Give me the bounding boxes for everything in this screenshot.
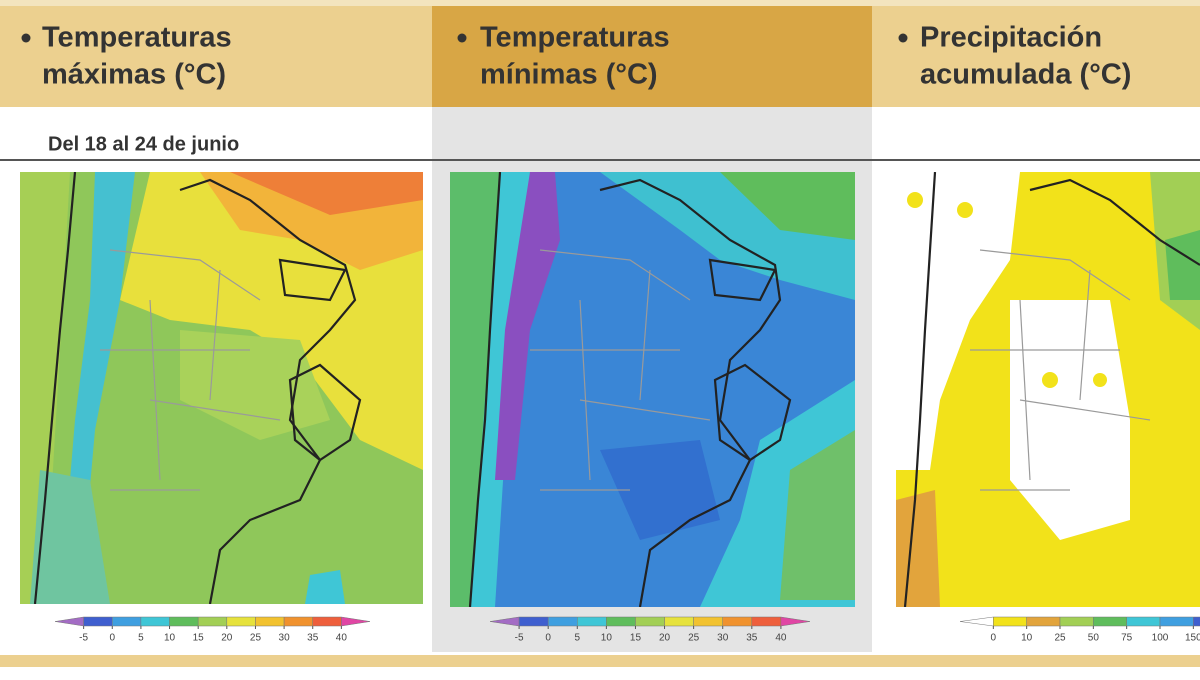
colorbar-segment: [664, 616, 694, 627]
panel-title: Precipitación: [920, 22, 1102, 54]
colorbar-tick-label: 30: [717, 633, 729, 644]
panel-title: Temperaturas: [480, 22, 670, 54]
colorbar-segment: [312, 616, 342, 627]
colorbar-tick-label: 10: [601, 633, 613, 644]
colorbar-tick-label: -5: [515, 633, 524, 644]
colorbar-segment: [112, 616, 142, 627]
colorbar-segment: [1126, 616, 1161, 627]
colorbar-segment: [1193, 616, 1200, 627]
colorbar-tick-label: 35: [746, 633, 758, 644]
colorbar-segment: [83, 616, 113, 627]
colorbar-tick-label: 20: [659, 633, 671, 644]
colorbar-segment: [1093, 616, 1127, 627]
colorbar-tick-label: 15: [630, 633, 642, 644]
date-range: Del 18 al 24 de junio: [48, 133, 239, 155]
colorbar-tick-label: 5: [138, 633, 144, 644]
colorbar-segment: [197, 616, 228, 627]
colorbar-segment: [993, 616, 1027, 627]
colorbar-tick-label: 10: [164, 633, 176, 644]
bottom-strip: [0, 655, 1200, 667]
colorbar-segment: [169, 616, 199, 627]
colorbar-tick-label: 150: [1185, 633, 1200, 644]
colorbar-tick-label: 40: [775, 633, 787, 644]
colorbar-tick-label: 0: [545, 633, 551, 644]
colorbar: 010255075100150200: [959, 616, 1200, 644]
colorbar-tick-label: 10: [1021, 633, 1033, 644]
bullet: [457, 33, 467, 43]
colorbar-segment: [341, 616, 371, 627]
map: [450, 172, 855, 607]
colorbar-segment: [606, 616, 636, 627]
colorbar-segment: [577, 616, 607, 627]
colorbar-tick-label: 15: [193, 633, 205, 644]
panel-title: acumulada (°C): [920, 59, 1131, 91]
colorbar-tick-label: 75: [1121, 633, 1133, 644]
colorbar-tick-label: 30: [279, 633, 291, 644]
colorbar-tick-label: 20: [221, 633, 233, 644]
colorbar-tick-label: 25: [250, 633, 262, 644]
map: [20, 172, 423, 604]
panel-title: mínimas (°C): [480, 59, 658, 91]
colorbar-segment: [635, 616, 665, 627]
colorbar: -5 0 5 10 15 20 25 30 35 40: [489, 616, 811, 644]
colorbar-tick-label: 40: [336, 633, 348, 644]
top-strip: [0, 0, 1200, 6]
colorbar-segment: [547, 616, 578, 627]
colorbar-segment: [54, 616, 84, 627]
colorbar-segment: [1026, 616, 1061, 627]
colorbar-tick-label: 25: [688, 633, 700, 644]
colorbar-segment: [140, 616, 170, 627]
colorbar-tick-label: 50: [1088, 633, 1100, 644]
bullet: [21, 33, 31, 43]
colorbar-tick-label: 0: [109, 633, 115, 644]
panel-title: máximas (°C): [42, 59, 226, 91]
colorbar-tick-label: 35: [307, 633, 319, 644]
map: [896, 172, 1200, 607]
colorbar-tick-label: 5: [574, 633, 580, 644]
colorbar-segment: [283, 616, 313, 627]
colorbar-segment: [751, 616, 782, 627]
bullet: [898, 33, 908, 43]
panel-title: Temperaturas: [42, 22, 232, 54]
header-bg: [0, 6, 432, 107]
colorbar-segment: [255, 616, 285, 627]
colorbar-tick-label: 0: [991, 633, 997, 644]
colorbar-segment: [1159, 616, 1194, 627]
colorbar-segment: [959, 616, 994, 627]
colorbar-segment: [518, 616, 549, 627]
colorbar-segment: [226, 616, 256, 627]
colorbar-tick-label: 100: [1152, 633, 1169, 644]
colorbar-segment: [780, 616, 811, 627]
header-bg: [872, 6, 1200, 107]
header-bg: [432, 6, 872, 107]
colorbar-segment: [722, 616, 753, 627]
colorbar-segment: [693, 616, 723, 627]
colorbar-segment: [1059, 616, 1094, 627]
colorbar-tick-label: -5: [79, 633, 88, 644]
colorbar: -5 0 5 10 15 20 25 30 35 40: [54, 616, 371, 644]
colorbar-tick-label: 25: [1054, 633, 1066, 644]
